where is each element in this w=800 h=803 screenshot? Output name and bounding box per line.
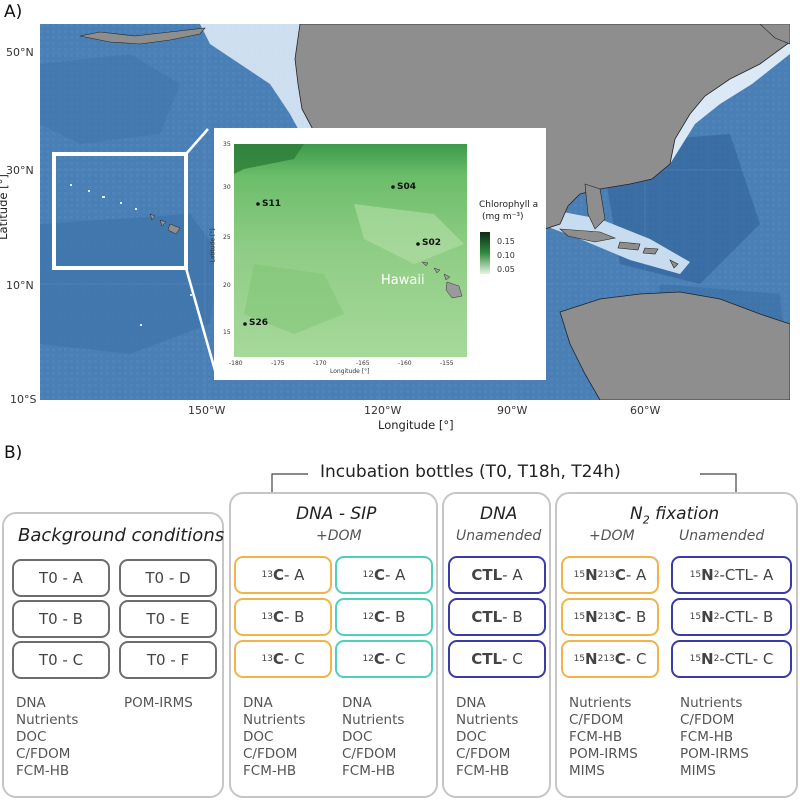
inset-y-tick: 15	[223, 329, 231, 336]
bottle-t0-a: T0 - A	[12, 559, 110, 597]
dna-subtitle: Unamended	[456, 528, 542, 544]
station-label: S11	[262, 199, 282, 209]
inset-x-tick: -170	[313, 360, 327, 367]
n2-subtitle-dom: +DOM	[589, 528, 635, 544]
bottle-t0-c: T0 - C	[12, 641, 110, 679]
bottle-15n2-ctl-b: 15 N 2 -CTL - B	[671, 598, 792, 636]
bottle-12c-c: 12 C - C	[335, 640, 433, 678]
background-title: Background conditions	[18, 525, 225, 546]
station-dot	[416, 242, 420, 246]
greenland	[759, 24, 790, 45]
incubation-label: Incubation bottles (T0, T18h, T24h)	[320, 462, 621, 482]
y-tick: 10°N	[6, 279, 34, 292]
dna-title: DNA	[480, 504, 518, 524]
caribbean	[559, 228, 679, 269]
x-axis-title: Longitude [°]	[378, 418, 454, 432]
dna-measurements: DNA Nutrients DOC C/FDOM FCM-HB	[456, 695, 519, 779]
highlight-box	[52, 152, 188, 270]
y-axis-title: Latitude [°]	[0, 174, 10, 240]
dna-sip-measurements-left: DNA Nutrients DOC C/FDOM FCM-HB	[243, 695, 306, 779]
bottle-ctl-b: CTL - B	[448, 598, 546, 636]
bottle-13c-a: 13 C - A	[234, 556, 332, 594]
bottle-ctl-c: CTL - C	[448, 640, 546, 678]
chlorophyll-map	[234, 144, 467, 357]
bottle-t0-f: T0 - F	[119, 641, 217, 679]
legend-title: Chlorophyll a	[479, 200, 539, 210]
n2-subtitle-unamended: Unamended	[679, 528, 765, 544]
bottle-15n2-ctl-c: 15 N 2 -CTL - C	[671, 640, 792, 678]
bottle-ctl-a: CTL - A	[448, 556, 546, 594]
bottle-12c-a: 12 C - A	[335, 556, 433, 594]
inset-y-tick: 20	[223, 282, 231, 289]
bottle-t0-b: T0 - B	[12, 600, 110, 638]
region-label: Hawaii	[381, 273, 425, 288]
panel-b-label: B)	[4, 443, 23, 463]
station-label: S02	[422, 238, 442, 248]
bottle-t0-e: T0 - E	[119, 600, 217, 638]
x-tick: 90°W	[497, 404, 528, 417]
bottle-15n2-13c-a: 15 N 2 13 C - A	[561, 556, 659, 594]
bottle-15n2-13c-c: 15 N 2 13 C - C	[561, 640, 659, 678]
background-measurements-right: POM-IRMS	[124, 695, 193, 711]
south-america	[559, 291, 790, 400]
inset-y-tick: 35	[223, 141, 231, 148]
station-dot	[256, 202, 260, 206]
legend-tick: 0.15	[497, 237, 515, 246]
station-label: S04	[397, 182, 417, 192]
n2-measurements-right: Nutrients C/FDOM FCM-HB POM-IRMS MIMS	[680, 695, 749, 779]
legend-tick: 0.10	[497, 251, 515, 260]
y-tick: 30°N	[6, 164, 34, 177]
inset-x-tick: -165	[356, 360, 370, 367]
dna-sip-measurements-right: DNA Nutrients DOC C/FDOM FCM-HB	[342, 695, 405, 779]
inset-x-tick: -155	[440, 360, 454, 367]
inset-x-tick: -175	[271, 360, 285, 367]
incubation-bracket	[271, 473, 737, 492]
station-label: S26	[249, 318, 269, 328]
background-measurements-left: DNA Nutrients DOC C/FDOM FCM-HB	[16, 695, 79, 779]
panel-a-label: A)	[4, 2, 23, 22]
aleutians	[79, 27, 206, 45]
inset-y-tick: 30	[223, 184, 231, 191]
bottle-15n2-ctl-a: 15 N 2 -CTL - A	[671, 556, 792, 594]
x-tick: 150°W	[188, 404, 226, 417]
x-tick: 60°W	[630, 404, 661, 417]
deep-ocean-region	[40, 54, 180, 144]
y-tick: 10°S	[10, 393, 37, 406]
inset-y-tick: 25	[223, 234, 231, 241]
station-dot	[391, 185, 395, 189]
n2-measurements-left: Nutrients C/FDOM FCM-HB POM-IRMS MIMS	[569, 695, 638, 779]
bottle-15n2-13c-b: 15 N 2 13 C - B	[561, 598, 659, 636]
y-tick: 50°N	[6, 46, 34, 59]
bottle-13c-c: 13 C - C	[234, 640, 332, 678]
inset-y-title: Latitude [°]	[209, 228, 217, 263]
florida	[584, 183, 606, 230]
n2-fixation-title: N2 fixation	[630, 504, 720, 527]
hawaii	[421, 261, 463, 299]
hawaii-islands	[149, 213, 181, 235]
legend-colorbar	[480, 232, 490, 274]
bottle-12c-b: 12 C - B	[335, 598, 433, 636]
inset-x-title: Longitude [°]	[330, 368, 370, 375]
dna-sip-subtitle: +DOM	[316, 528, 362, 544]
bottle-13c-b: 13 C - B	[234, 598, 332, 636]
inset-x-tick: -160	[398, 360, 412, 367]
dna-sip-title: DNA - SIP	[296, 504, 377, 524]
x-tick: 120°W	[364, 404, 402, 417]
inset-x-tick: -180	[229, 360, 243, 367]
station-dot	[243, 322, 247, 326]
legend-tick: 0.05	[497, 265, 515, 274]
atoll-dots	[70, 184, 192, 326]
legend-title-unit: (mg m⁻³)	[482, 212, 524, 222]
bottle-t0-d: T0 - D	[119, 559, 217, 597]
